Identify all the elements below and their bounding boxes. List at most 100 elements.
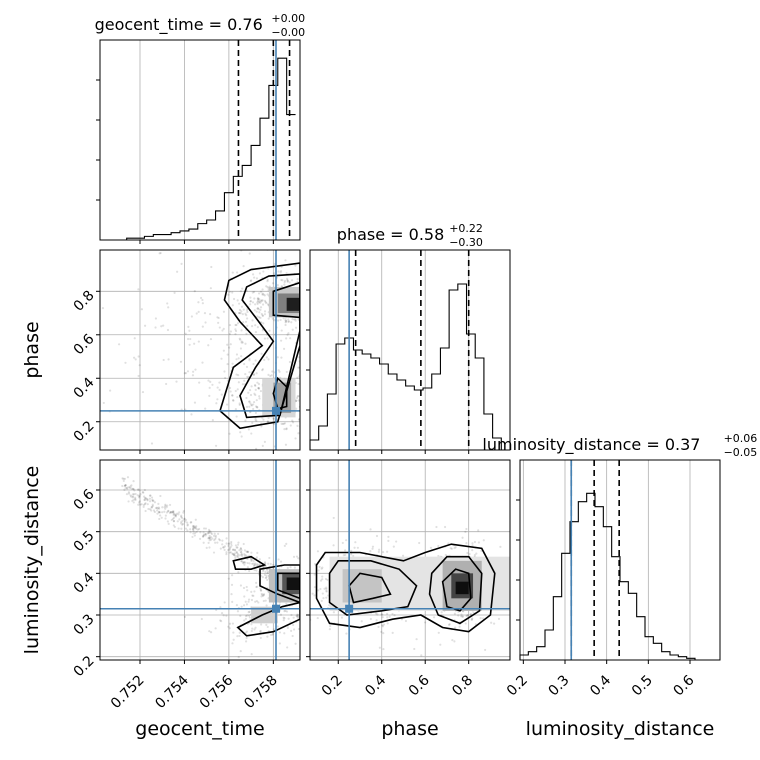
sample-point	[243, 362, 246, 366]
sample-point	[313, 296, 315, 298]
sample-point	[244, 600, 247, 603]
sample-point	[244, 320, 248, 323]
sample-point	[301, 328, 303, 330]
sample-point	[151, 498, 154, 501]
sample-point	[228, 432, 231, 435]
sample-point	[132, 501, 135, 504]
sample-point	[324, 387, 326, 389]
sample-point	[239, 547, 242, 550]
sample-point	[225, 553, 228, 556]
sample-point	[320, 567, 323, 570]
sample-point	[266, 337, 269, 340]
sample-point	[263, 561, 267, 564]
sample-point	[131, 493, 134, 496]
sample-point	[323, 395, 325, 397]
sample-point	[453, 546, 456, 550]
sample-point	[194, 526, 197, 529]
sample-point	[319, 445, 321, 447]
sample-point	[208, 539, 211, 542]
sample-point	[231, 362, 234, 365]
sample-point	[246, 317, 249, 320]
sample-point	[290, 321, 293, 324]
sample-point	[194, 368, 197, 371]
sample-point	[251, 291, 254, 294]
sample-point	[141, 390, 145, 394]
sample-point	[254, 359, 257, 362]
sample-point	[401, 554, 405, 557]
sample-point	[240, 551, 243, 554]
sample-point	[202, 533, 206, 536]
sample-point	[245, 636, 248, 640]
sample-point	[207, 379, 210, 382]
sample-point	[259, 636, 262, 640]
sample-point	[266, 278, 269, 281]
sample-point	[134, 496, 137, 499]
hist-luminosity_distance: 0.2 0.3 0.4 0.5 0.6	[504, 459, 721, 699]
sample-point	[297, 399, 300, 402]
x-tick-label: 0.2	[504, 672, 531, 699]
sample-point	[240, 554, 244, 557]
sample-point	[420, 654, 423, 657]
sample-point	[222, 349, 225, 352]
sample-point	[222, 327, 225, 330]
sample-point	[211, 383, 214, 386]
sample-point	[102, 401, 105, 405]
sample-point	[262, 270, 265, 273]
sample-point	[208, 530, 211, 533]
sample-point	[256, 381, 259, 384]
sample-point	[313, 299, 315, 301]
sample-point	[195, 525, 198, 528]
sample-point	[296, 424, 299, 427]
sample-point	[236, 299, 239, 302]
sample-point	[267, 416, 270, 420]
sample-point	[276, 319, 280, 322]
sample-point	[150, 442, 154, 445]
sample-point	[327, 391, 329, 393]
density-cell	[286, 297, 300, 311]
sample-point	[237, 541, 240, 544]
sample-point	[387, 535, 390, 538]
sample-point	[246, 614, 249, 617]
sample-point	[211, 419, 214, 422]
axes-frame	[99, 39, 301, 241]
sample-point	[307, 413, 309, 415]
sample-point	[287, 320, 291, 323]
sample-point	[386, 612, 389, 615]
sample-point	[162, 324, 165, 327]
sample-point	[325, 296, 327, 298]
sample-point	[413, 647, 416, 651]
sample-point	[301, 391, 303, 393]
sample-point	[257, 601, 260, 604]
sample-point	[123, 488, 126, 491]
axes-frame	[519, 459, 721, 661]
sample-point	[157, 506, 160, 509]
sample-point	[297, 366, 300, 369]
sample-point	[375, 619, 378, 622]
sample-point	[320, 331, 322, 333]
sample-point	[253, 373, 256, 376]
sample-point	[311, 592, 314, 595]
sample-point	[239, 312, 242, 315]
sample-point	[229, 330, 232, 333]
sample-point	[315, 297, 317, 299]
sample-point	[269, 374, 272, 378]
sample-point	[321, 578, 324, 581]
sample-point	[312, 275, 314, 277]
sample-point	[258, 316, 261, 319]
sample-point	[256, 299, 260, 303]
sample-point	[244, 614, 248, 618]
sample-point	[161, 506, 164, 509]
sample-point	[145, 497, 148, 500]
sample-point	[221, 539, 224, 542]
sample-point	[240, 553, 244, 556]
sample-point	[180, 514, 183, 517]
sample-point	[306, 284, 308, 286]
plot-area	[100, 250, 329, 450]
sample-point	[280, 285, 283, 288]
x-tick-label: 0.5	[629, 672, 656, 699]
sample-point	[177, 527, 180, 530]
sample-point	[241, 383, 245, 386]
sample-point	[221, 543, 224, 546]
sample-point	[214, 541, 217, 544]
sample-point	[249, 279, 252, 283]
